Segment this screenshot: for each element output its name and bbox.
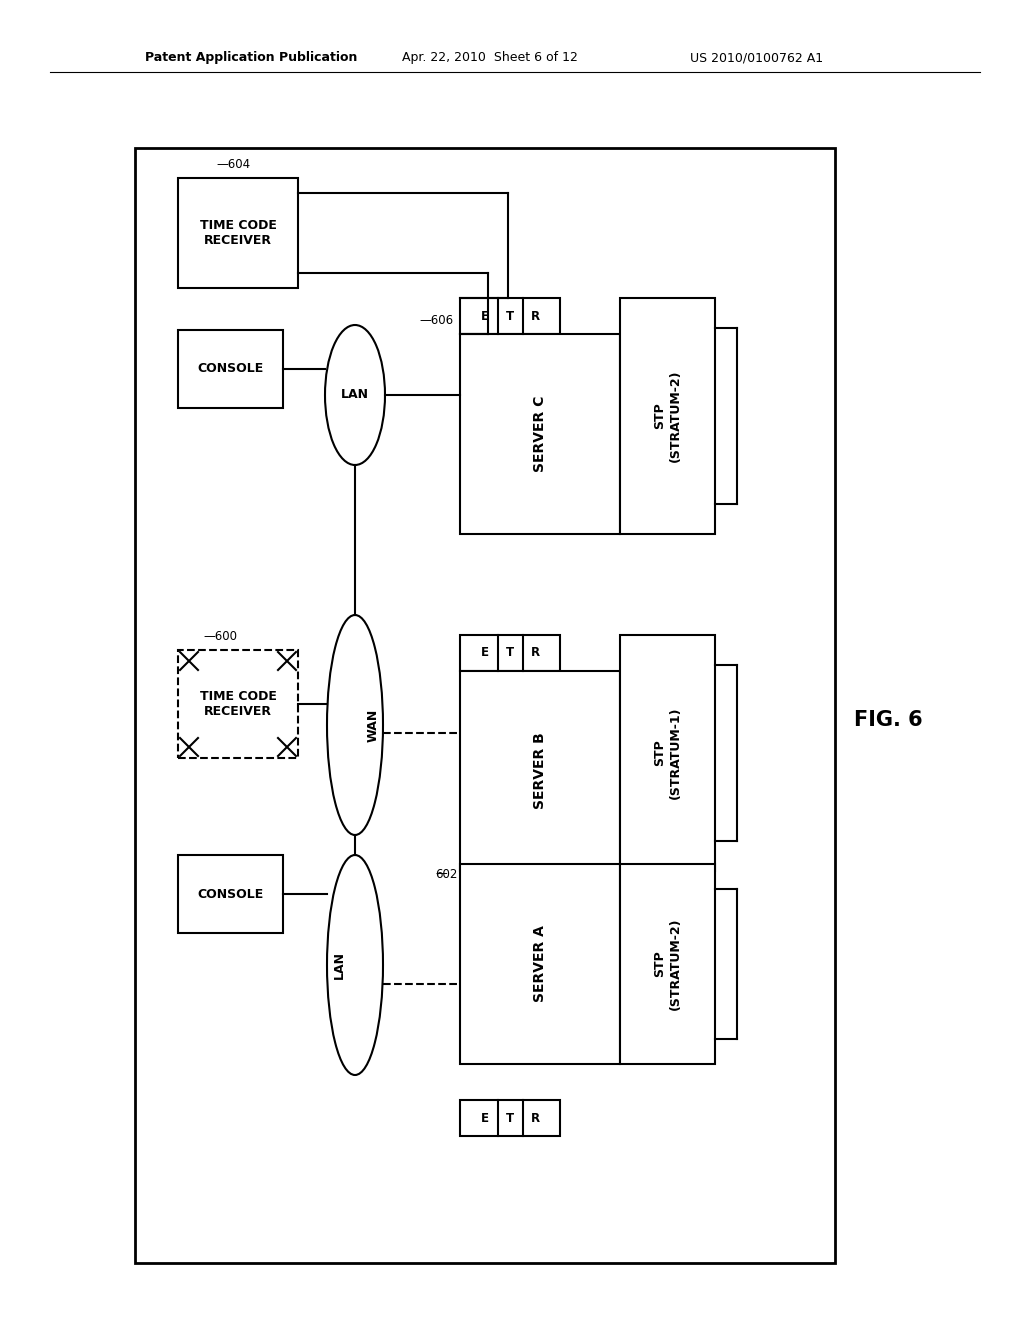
Text: FIG. 6: FIG. 6 bbox=[854, 710, 923, 730]
Text: CONSOLE: CONSOLE bbox=[198, 363, 263, 375]
Bar bbox=[460, 865, 620, 1064]
Ellipse shape bbox=[327, 615, 383, 836]
Text: SERVER B: SERVER B bbox=[534, 733, 547, 809]
Bar bbox=[460, 1100, 560, 1137]
Text: CONSOLE: CONSOLE bbox=[198, 887, 263, 900]
Bar bbox=[620, 865, 715, 1064]
Text: —604: —604 bbox=[216, 157, 250, 170]
Bar bbox=[178, 855, 283, 933]
Text: 602: 602 bbox=[434, 867, 457, 880]
Bar bbox=[460, 334, 620, 535]
Text: E: E bbox=[481, 1111, 489, 1125]
Text: SERVER C: SERVER C bbox=[534, 396, 547, 473]
Text: T: T bbox=[506, 647, 514, 660]
Text: SERVER A: SERVER A bbox=[534, 925, 547, 1002]
Text: E: E bbox=[481, 309, 489, 322]
Text: LAN: LAN bbox=[333, 950, 345, 979]
Bar bbox=[460, 635, 560, 671]
Text: STP
(STRATUM-2): STP (STRATUM-2) bbox=[653, 917, 682, 1010]
Text: R: R bbox=[530, 647, 540, 660]
Text: T: T bbox=[506, 309, 514, 322]
Text: US 2010/0100762 A1: US 2010/0100762 A1 bbox=[690, 51, 823, 65]
Bar bbox=[620, 635, 715, 871]
Bar bbox=[178, 330, 283, 408]
Bar bbox=[135, 148, 835, 1263]
Text: Apr. 22, 2010  Sheet 6 of 12: Apr. 22, 2010 Sheet 6 of 12 bbox=[402, 51, 578, 65]
Text: TIME CODE
RECEIVER: TIME CODE RECEIVER bbox=[200, 690, 276, 718]
Bar bbox=[460, 298, 560, 334]
Text: —600: —600 bbox=[203, 630, 237, 643]
Text: LAN: LAN bbox=[341, 388, 369, 401]
Text: STP
(STRATUM-2): STP (STRATUM-2) bbox=[653, 370, 682, 462]
Text: T: T bbox=[506, 1111, 514, 1125]
Text: —: — bbox=[435, 867, 447, 880]
Text: E: E bbox=[481, 647, 489, 660]
Ellipse shape bbox=[325, 325, 385, 465]
Text: R: R bbox=[530, 1111, 540, 1125]
Text: STP
(STRATUM-1): STP (STRATUM-1) bbox=[653, 706, 682, 799]
Bar bbox=[620, 298, 715, 535]
Bar bbox=[460, 671, 620, 871]
Text: WAN: WAN bbox=[367, 709, 380, 742]
Text: R: R bbox=[530, 309, 540, 322]
Text: —606: —606 bbox=[420, 314, 454, 326]
Bar bbox=[178, 649, 298, 758]
Text: Patent Application Publication: Patent Application Publication bbox=[145, 51, 357, 65]
Ellipse shape bbox=[327, 855, 383, 1074]
Text: TIME CODE
RECEIVER: TIME CODE RECEIVER bbox=[200, 219, 276, 247]
Bar bbox=[178, 178, 298, 288]
